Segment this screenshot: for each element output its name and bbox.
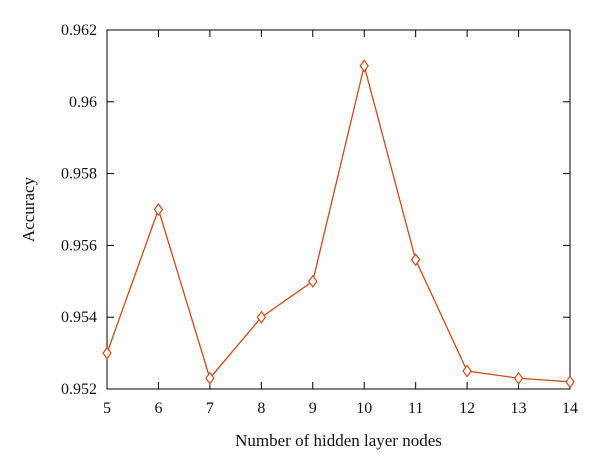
- y-tick-label: 0.962: [61, 22, 97, 39]
- data-point-marker: [462, 364, 472, 378]
- x-tick-label: 5: [103, 400, 111, 417]
- series-layer: [102, 59, 575, 389]
- data-point-marker: [359, 59, 369, 73]
- data-point-marker: [308, 274, 318, 288]
- y-axis-label: Accuracy: [19, 176, 38, 242]
- plot-frame: [106, 29, 571, 390]
- x-axis-label: Number of hidden layer nodes: [235, 431, 442, 450]
- x-tick-label: 7: [206, 400, 214, 417]
- x-tick-label: 6: [154, 400, 162, 417]
- y-tick-label: 0.952: [61, 381, 97, 398]
- y-tick-label: 0.956: [61, 237, 97, 254]
- y-tick-label: 0.96: [69, 94, 97, 111]
- y-tick-label: 0.958: [61, 166, 97, 183]
- data-point-marker: [513, 371, 524, 385]
- x-tick-label: 12: [459, 400, 475, 417]
- data-point-marker: [153, 202, 164, 217]
- data-point-marker: [102, 346, 112, 360]
- x-tick-label: 10: [356, 400, 372, 417]
- data-point-marker: [565, 375, 575, 389]
- data-point-marker: [410, 253, 421, 267]
- x-tick-label: 11: [408, 400, 423, 417]
- x-tick-label: 8: [257, 400, 265, 417]
- data-point-marker: [256, 310, 267, 324]
- x-tick-label: 13: [511, 400, 527, 417]
- series-line: [106, 65, 571, 383]
- data-point-marker: [205, 371, 215, 385]
- axis-ticks: 5 6 7 8 9 10 11 12 13 14 0.952 0.954 0.956 0.958 0.96 0…: [61, 22, 578, 417]
- y-tick-label: 0.954: [61, 309, 97, 326]
- x-tick-label: 9: [309, 400, 317, 417]
- x-tick-label: 14: [562, 400, 578, 417]
